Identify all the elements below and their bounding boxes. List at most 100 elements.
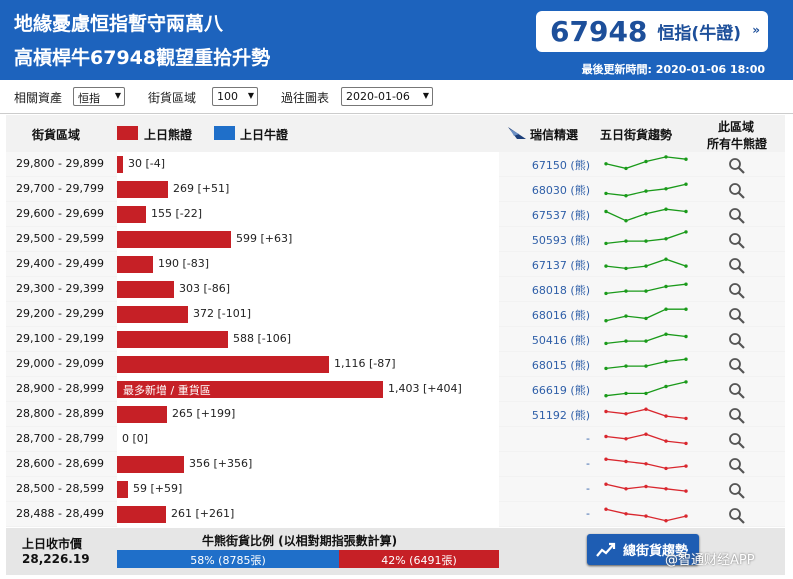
bear-bar[interactable] xyxy=(117,381,383,398)
filter-bar: 相關資產 恒指 街貨區域 100 過往圖表 2020-01-06 xyxy=(0,80,793,114)
pick-warrant-code[interactable]: 50593 (熊) xyxy=(531,234,590,247)
pick-warrant-code[interactable]: 68030 (熊) xyxy=(531,184,590,197)
total-trend-button[interactable]: 總街貨趨勢 xyxy=(587,534,699,565)
sparkline-point xyxy=(684,357,688,361)
bear-bar[interactable] xyxy=(117,506,166,523)
sparkline-point xyxy=(644,316,648,321)
sparkline-point xyxy=(624,239,628,243)
bar-cell: 155 [-22] xyxy=(117,202,499,227)
bar-cell: 588 [-106] xyxy=(117,327,499,352)
magnifier-icon[interactable] xyxy=(728,382,746,399)
magnifier-icon[interactable] xyxy=(728,407,746,424)
magnifier-icon[interactable] xyxy=(728,182,746,199)
sparkline-point xyxy=(664,237,668,241)
zone-select[interactable]: 100 xyxy=(212,87,258,106)
bear-bar[interactable] xyxy=(117,281,174,298)
bar-cell: 1,116 [-87] xyxy=(117,352,499,377)
bear-bar[interactable] xyxy=(117,406,167,423)
bull-bear-ratio-bar: 58% (8785張) 42% (6491張) xyxy=(117,550,499,568)
sparkline-point xyxy=(644,462,648,466)
magnifier-icon[interactable] xyxy=(728,257,746,274)
sparkline-point xyxy=(644,212,648,216)
sparkline-point xyxy=(604,457,608,461)
bar-value-label: 1,116 [-87] xyxy=(334,357,396,370)
bear-bar[interactable] xyxy=(117,456,184,473)
table-row: 28,800 - 28,899 265 [+199] 51192 (熊) xyxy=(6,402,785,427)
bear-bar[interactable] xyxy=(117,256,153,273)
table-row: 29,000 - 29,099 1,116 [-87] 68015 (熊) xyxy=(6,352,785,377)
credit-suisse-sail-icon xyxy=(508,127,526,139)
bear-bar[interactable] xyxy=(117,181,168,198)
pick-warrant-code[interactable]: 66619 (熊) xyxy=(531,384,590,397)
zone-range: 29,000 - 29,099 xyxy=(16,357,104,370)
trend-sparkline xyxy=(604,207,688,223)
bear-bar[interactable] xyxy=(117,156,123,173)
magnifier-icon[interactable] xyxy=(728,357,746,374)
trend-sparkline xyxy=(604,482,688,493)
warrant-code-box[interactable]: 67948 恒指(牛證) » xyxy=(536,11,768,52)
magnifier-icon[interactable] xyxy=(728,307,746,324)
table-row: 28,600 - 28,699 356 [+356] - xyxy=(6,452,785,477)
sparkline-point xyxy=(604,394,608,398)
sparkline-point xyxy=(624,412,628,416)
sparkline-point xyxy=(684,441,688,446)
pick-warrant-code: - xyxy=(586,482,590,495)
sparkline-point xyxy=(624,166,628,171)
sparkline-point xyxy=(624,266,628,271)
sparkline-point xyxy=(684,282,688,286)
sparkline-point xyxy=(664,384,668,389)
bear-bar[interactable] xyxy=(117,356,329,373)
bar-value-label: 261 [+261] xyxy=(171,507,235,520)
sparkline-point xyxy=(684,182,688,186)
pick-warrant-code[interactable]: 68016 (熊) xyxy=(531,309,590,322)
bar-value-label: 372 [-101] xyxy=(193,307,252,320)
sparkline-point xyxy=(624,512,628,516)
zone-range: 29,600 - 29,699 xyxy=(16,207,104,220)
zone-range: 28,488 - 28,499 xyxy=(16,507,104,520)
sparkline-point xyxy=(644,407,648,411)
pick-warrant-code[interactable]: 50416 (熊) xyxy=(531,334,590,347)
bear-bar[interactable] xyxy=(117,481,128,498)
table-row: 29,400 - 29,499 190 [-83] 67137 (熊) xyxy=(6,252,785,277)
bear-bar[interactable] xyxy=(117,331,228,348)
pick-warrant-code[interactable]: 51192 (熊) xyxy=(531,409,590,422)
pick-warrant-code: - xyxy=(586,457,590,470)
magnifier-icon[interactable] xyxy=(728,332,746,349)
magnifier-icon[interactable] xyxy=(728,157,746,174)
bull-legend-label: 上日牛證 xyxy=(240,128,289,142)
bar-cell: 30 [-4] xyxy=(117,152,499,177)
pick-warrant-code[interactable]: 67150 (熊) xyxy=(531,159,590,172)
magnifier-icon[interactable] xyxy=(728,232,746,249)
magnifier-icon[interactable] xyxy=(728,507,746,524)
trend-sparkline xyxy=(604,182,688,198)
zone-range: 28,600 - 28,699 xyxy=(16,457,104,470)
bar-value-label: 190 [-83] xyxy=(158,257,210,270)
pick-warrant-code[interactable]: 67137 (熊) xyxy=(531,259,590,272)
bear-legend-swatch xyxy=(117,126,138,140)
sparkline-point xyxy=(624,364,628,368)
pick-warrant-code[interactable]: 68018 (熊) xyxy=(531,284,590,297)
table-row: 29,600 - 29,699 155 [-22] 67537 (熊) xyxy=(6,202,785,227)
bear-bar[interactable] xyxy=(117,206,146,223)
bar-value-label: 269 [+51] xyxy=(173,182,230,195)
magnifier-icon[interactable] xyxy=(728,207,746,224)
sparkline-point xyxy=(624,339,628,343)
history-date-select[interactable]: 2020-01-06 xyxy=(341,87,433,106)
magnifier-icon[interactable] xyxy=(728,282,746,299)
sparkline-point xyxy=(644,484,648,489)
pick-warrant-code[interactable]: 68015 (熊) xyxy=(531,359,590,372)
bar-value-label: 59 [+59] xyxy=(133,482,183,495)
bear-bar[interactable] xyxy=(117,306,188,323)
magnifier-icon[interactable] xyxy=(728,482,746,499)
asset-select[interactable]: 恒指 xyxy=(73,87,125,106)
magnifier-icon[interactable] xyxy=(728,457,746,474)
bar-cell: 356 [+356] xyxy=(117,452,499,477)
sparkline-point xyxy=(644,189,648,193)
sparkline-point xyxy=(624,487,628,491)
sparkline-point xyxy=(624,289,628,293)
bar-value-label: 265 [+199] xyxy=(172,407,236,420)
magnifier-icon[interactable] xyxy=(728,432,746,449)
bear-bar[interactable] xyxy=(117,231,231,248)
pick-warrant-code[interactable]: 67537 (熊) xyxy=(531,209,590,222)
sparkline-point xyxy=(624,459,628,464)
